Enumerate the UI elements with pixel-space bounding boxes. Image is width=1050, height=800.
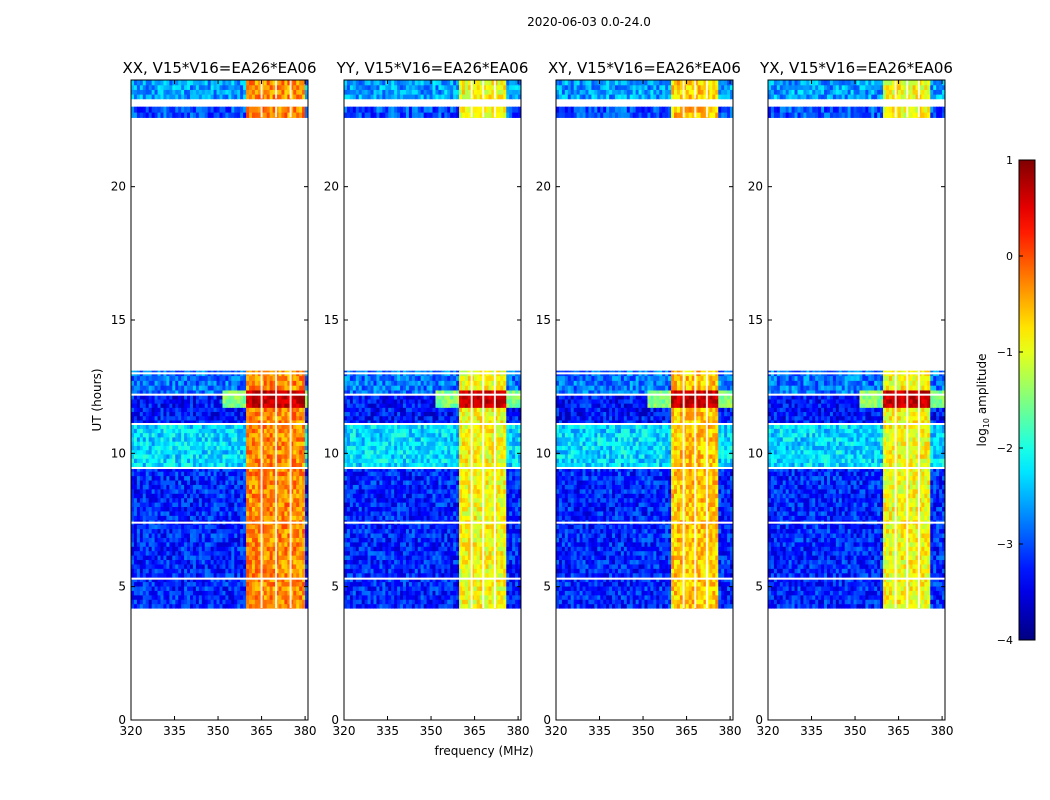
y-tick-label: 20	[536, 180, 551, 194]
y-tick-label: 15	[748, 313, 763, 327]
x-tick-label: 380	[294, 724, 317, 738]
spectrogram-image	[131, 80, 308, 609]
y-tick-label: 10	[111, 446, 126, 460]
colorbar-tick-label: 0	[1006, 250, 1013, 263]
y-tick-label: 10	[748, 446, 763, 460]
panel-3: XY, V15*V16=EA26*EA06 320 335 350 365 380 0 5 10…	[536, 59, 742, 738]
colorbar-tick-label: 1	[1006, 154, 1013, 167]
x-tick-label: 380	[719, 724, 742, 738]
spectrogram-image	[556, 80, 733, 609]
x-tick-label: 365	[675, 724, 698, 738]
spectrogram-image	[768, 80, 945, 609]
x-tick-label: 350	[207, 724, 230, 738]
y-tick-label: 10	[324, 446, 339, 460]
y-tick-label: 5	[543, 580, 551, 594]
colorbar-tick-label: −4	[997, 634, 1013, 647]
panel-title: XX, V15*V16=EA26*EA06	[122, 59, 316, 77]
x-axis-label: frequency (MHz)	[434, 744, 533, 758]
x-tick-label: 320	[757, 724, 780, 738]
y-tick-label: 15	[536, 313, 551, 327]
x-tick-label: 350	[844, 724, 867, 738]
x-tick-label: 365	[463, 724, 486, 738]
y-axis-label: UT (hours)	[90, 368, 104, 431]
x-tick-label: 320	[545, 724, 568, 738]
axes-frame	[555, 79, 734, 721]
x-tick-label: 380	[931, 724, 954, 738]
panel-title: YY, V15*V16=EA26*EA06	[336, 59, 529, 77]
x-tick-label: 335	[588, 724, 611, 738]
colorbar-tick-label: −2	[997, 442, 1013, 455]
colorbar-tick-label: −3	[997, 538, 1013, 551]
y-tick-label: 20	[111, 180, 126, 194]
y-tick-label: 0	[543, 713, 551, 727]
panel-4: YX, V15*V16=EA26*EA06 320 335 350 365 380 0 5 10…	[748, 59, 954, 738]
y-tick-label: 10	[536, 446, 551, 460]
x-tick-label: 335	[376, 724, 399, 738]
y-tick-label: 0	[118, 713, 126, 727]
y-tick-label: 20	[748, 180, 763, 194]
spectrogram-image	[344, 80, 521, 609]
x-tick-label: 380	[507, 724, 530, 738]
panel-title: YX, V15*V16=EA26*EA06	[759, 59, 953, 77]
y-tick-label: 0	[755, 713, 763, 727]
panel-1: XX, V15*V16=EA26*EA06 320 335 350 365 380 0 5 10…	[111, 59, 317, 738]
y-tick-label: 0	[331, 713, 339, 727]
panel-2: YY, V15*V16=EA26*EA06 320 335 350 365 380 0 5 10…	[324, 59, 530, 738]
axes-frame	[130, 79, 309, 721]
y-tick-label: 5	[331, 580, 339, 594]
colorbar-tick-label: −1	[997, 346, 1013, 359]
x-tick-label: 350	[632, 724, 655, 738]
y-tick-label: 5	[118, 580, 126, 594]
colorbar-gradient	[1018, 159, 1036, 641]
panel-title: XY, V15*V16=EA26*EA06	[548, 59, 741, 77]
x-tick-label: 320	[120, 724, 143, 738]
x-tick-label: 320	[333, 724, 356, 738]
y-tick-label: 5	[755, 580, 763, 594]
figure-suptitle: 2020-06-03 0.0-24.0	[527, 15, 651, 29]
x-tick-label: 335	[800, 724, 823, 738]
x-tick-label: 365	[250, 724, 273, 738]
x-tick-label: 350	[420, 724, 443, 738]
axes-frame	[767, 79, 946, 721]
colorbar: 1 0 −1 −2 −3 −4 log10 amplitude	[975, 154, 1036, 647]
y-tick-label: 15	[111, 313, 126, 327]
x-tick-label: 335	[163, 724, 186, 738]
y-tick-label: 20	[324, 180, 339, 194]
axes-frame	[343, 79, 522, 721]
colorbar-label: log10 amplitude	[975, 354, 991, 447]
x-tick-label: 365	[887, 724, 910, 738]
y-tick-label: 15	[324, 313, 339, 327]
